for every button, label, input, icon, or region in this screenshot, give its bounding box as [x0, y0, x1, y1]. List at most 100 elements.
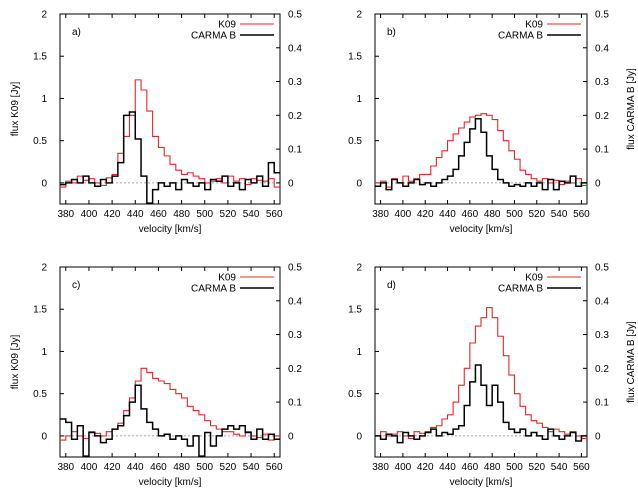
- x-tick-label: 540: [551, 209, 568, 220]
- x-tick-label: 440: [439, 462, 456, 473]
- x-axis-label: velocity [km/s]: [450, 477, 513, 488]
- x-tick-label: 520: [528, 462, 545, 473]
- chart-panel-1: 380 400 420 440 460 480 500 520 540 560 0 0.5 1 1.5 2 0…: [10, 10, 302, 236]
- legend-label: CARMA B: [191, 284, 236, 295]
- y-right-tick-label: 0.3: [595, 330, 609, 341]
- y-right-tick-label: 0.3: [595, 77, 609, 88]
- y-right-tick-label: 0.2: [595, 364, 609, 375]
- legend-label: K09: [525, 273, 543, 284]
- y-right-tick-label: 0.4: [288, 43, 302, 54]
- x-tick-label: 520: [220, 209, 237, 220]
- legend-label: CARMA B: [191, 31, 236, 42]
- x-tick-label: 560: [266, 209, 283, 220]
- series-line-carma-b: [375, 117, 587, 191]
- legend-label: K09: [218, 273, 236, 284]
- series-line-carma-b: [60, 384, 280, 457]
- y-left-tick-label: 2: [356, 10, 362, 21]
- panel-label: d): [387, 280, 396, 291]
- y-left-tick-label: 1: [41, 94, 47, 105]
- x-tick-label: 480: [484, 462, 501, 473]
- x-tick-label: 500: [196, 209, 213, 220]
- x-tick-label: 420: [417, 209, 434, 220]
- x-tick-label: 420: [417, 462, 434, 473]
- y-left-tick-label: 0.5: [33, 136, 47, 147]
- x-tick-label: 440: [127, 209, 144, 220]
- y-right-tick-label: 0.4: [288, 296, 302, 307]
- x-tick-label: 500: [196, 462, 213, 473]
- y-right-axis-label: flux CARMA B [Jy]: [626, 68, 637, 150]
- x-tick-label: 460: [150, 462, 167, 473]
- plot-frame: [374, 266, 588, 458]
- y-left-tick-label: 2: [356, 263, 362, 274]
- chart-panel-4: 380 400 420 440 460 480 500 520 540 560 0 0.5 1 1.5 2 0…: [348, 263, 637, 489]
- legend-label: CARMA B: [498, 284, 543, 295]
- x-tick-label: 380: [372, 462, 389, 473]
- y-left-tick-label: 0: [41, 431, 47, 442]
- x-tick-label: 560: [573, 209, 590, 220]
- y-left-tick-label: 0: [356, 178, 362, 189]
- series-line-k09: [375, 306, 587, 439]
- x-tick-label: 480: [173, 209, 190, 220]
- x-tick-label: 480: [484, 209, 501, 220]
- series-line-carma-b: [375, 364, 587, 444]
- legend-label: CARMA B: [498, 31, 543, 42]
- x-tick-label: 480: [173, 462, 190, 473]
- y-right-tick-label: 0.1: [595, 398, 609, 409]
- y-left-tick-label: 1: [41, 347, 47, 358]
- plot-frame: [59, 266, 281, 458]
- y-left-tick-label: 0.5: [348, 389, 362, 400]
- x-tick-label: 520: [220, 462, 237, 473]
- chart-panel-3: 380 400 420 440 460 480 500 520 540 560 0 0.5 1 1.5 2 0…: [10, 263, 302, 489]
- plot-frame: [59, 13, 281, 205]
- y-left-tick-label: 1.5: [348, 52, 362, 63]
- series-line-k09: [60, 367, 280, 441]
- y-left-tick-label: 1.5: [348, 305, 362, 316]
- y-right-tick-label: 0.3: [288, 77, 302, 88]
- y-left-axis-label: flux K09 [Jy]: [10, 335, 21, 390]
- x-tick-label: 440: [127, 462, 144, 473]
- x-tick-label: 540: [243, 462, 260, 473]
- y-right-tick-label: 0.4: [595, 43, 609, 54]
- y-right-tick-label: 0.1: [288, 145, 302, 156]
- x-tick-label: 460: [150, 209, 167, 220]
- plot-frame: [374, 13, 588, 205]
- y-left-tick-label: 1: [356, 347, 362, 358]
- series-line-k09: [375, 113, 587, 188]
- chart-panel-2: 380 400 420 440 460 480 500 520 540 560 0 0.5 1 1.5 2 0…: [348, 10, 637, 236]
- x-tick-label: 400: [81, 462, 98, 473]
- x-tick-label: 540: [551, 462, 568, 473]
- series-line-carma-b: [60, 111, 280, 204]
- y-right-tick-label: 0: [595, 178, 601, 189]
- y-right-tick-label: 0: [595, 431, 601, 442]
- x-tick-label: 560: [573, 462, 590, 473]
- panel-label: b): [387, 27, 396, 38]
- y-left-tick-label: 2: [41, 10, 47, 21]
- x-tick-label: 460: [461, 209, 478, 220]
- y-right-tick-label: 0.3: [288, 330, 302, 341]
- x-tick-label: 400: [395, 209, 412, 220]
- x-tick-label: 520: [528, 209, 545, 220]
- x-axis-label: velocity [km/s]: [139, 477, 202, 488]
- x-tick-label: 500: [506, 462, 523, 473]
- x-tick-label: 420: [104, 209, 121, 220]
- y-left-tick-label: 0.5: [348, 136, 362, 147]
- y-right-tick-label: 0.5: [595, 263, 609, 274]
- y-left-tick-label: 0.5: [33, 389, 47, 400]
- x-tick-label: 380: [57, 462, 74, 473]
- y-left-tick-label: 1: [356, 94, 362, 105]
- y-left-tick-label: 1.5: [33, 52, 47, 63]
- x-tick-label: 440: [439, 209, 456, 220]
- y-right-tick-label: 0.4: [595, 296, 609, 307]
- x-axis-label: velocity [km/s]: [450, 224, 513, 235]
- x-tick-label: 540: [243, 209, 260, 220]
- x-axis-label: velocity [km/s]: [139, 224, 202, 235]
- x-tick-label: 560: [266, 462, 283, 473]
- x-tick-label: 380: [57, 209, 74, 220]
- y-right-tick-label: 0.1: [288, 398, 302, 409]
- panel-label: c): [72, 280, 80, 291]
- y-left-axis-label: flux K09 [Jy]: [10, 82, 21, 137]
- y-right-tick-label: 0.2: [595, 111, 609, 122]
- y-right-tick-label: 0.1: [595, 145, 609, 156]
- y-right-tick-label: 0.5: [288, 10, 302, 21]
